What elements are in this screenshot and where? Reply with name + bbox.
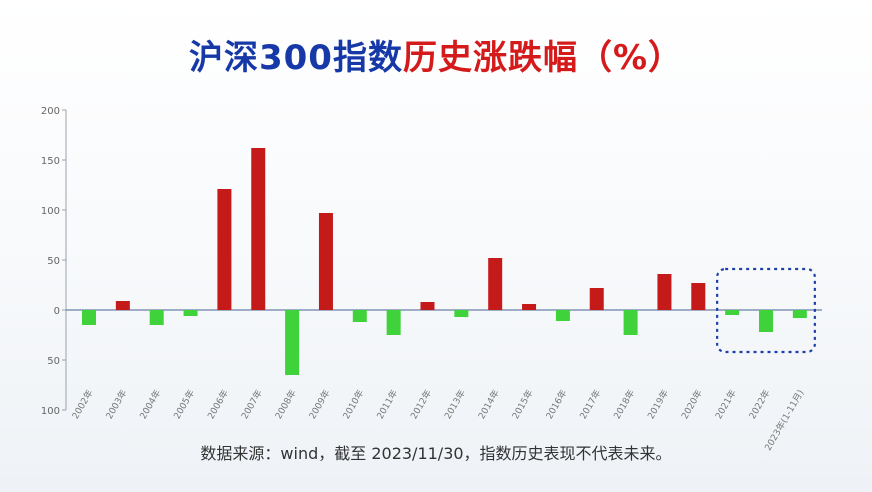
chart-title-red: 历史涨跌幅（%） [402,38,684,78]
x-tick-label: 2003年 [103,388,129,422]
x-tick-label: 2002年 [69,388,95,422]
x-tick-label: 2006年 [205,388,231,422]
x-tick-label: 2008年 [272,388,298,422]
x-tick-label: 2005年 [171,388,197,422]
source-footnote: 数据来源：wind，截至 2023/11/30，指数历史表现不代表未来。 [200,444,672,463]
bar [285,310,300,375]
x-tick-label: 2018年 [611,388,637,422]
bar [251,148,266,310]
bar [488,258,503,310]
bar [82,310,96,325]
x-tick-label: 2020年 [679,388,705,422]
bar [623,310,638,335]
x-tick-label: 2017年 [577,388,603,422]
y-tick-label: 100 [41,406,60,417]
x-tick-label: 2010年 [340,388,366,422]
y-tick-label: 100 [41,206,60,217]
bar [555,310,570,321]
x-tick-label: 2007年 [239,388,265,422]
highlight-group [716,267,816,354]
bar [759,310,773,332]
bar [318,213,333,310]
bar [691,283,706,310]
x-tick-label: 2015年 [509,388,535,422]
bar [386,310,401,335]
chart-bars [82,148,807,375]
highlight-box [716,267,816,354]
x-tick-label: 2012年 [408,388,434,422]
bar [657,274,672,310]
bar [522,304,537,310]
y-tick-label: 50 [47,256,60,267]
y-tick-label: 50 [47,356,60,367]
chart-title-blue: 沪深300指数 [188,38,403,78]
chart-axes: 200 150 100 50 0 50 100 [41,106,822,417]
x-tick-label: 2022年 [746,388,772,422]
x-tick-label: 2011年 [374,388,400,422]
x-tick-label: 2013年 [442,388,468,422]
bar [792,310,807,318]
bar [352,310,367,322]
bar [420,302,435,310]
y-tick-label: 200 [41,106,60,117]
bar [217,189,232,310]
x-tick-label: 2021年 [712,388,738,422]
y-tick-label: 150 [41,156,60,167]
y-tick-label: 0 [54,306,60,317]
x-tick-label: 2016年 [543,388,569,422]
x-tick-label: 2009年 [306,388,332,422]
bar [183,310,198,316]
bar [454,310,469,317]
chart-title: 沪深300指数历史涨跌幅（%） [0,30,872,79]
x-tick-label: 2004年 [137,388,163,422]
x-tick-label: 2014年 [475,388,501,422]
bar [589,288,604,310]
bar [115,301,130,310]
bar [149,310,164,325]
x-tick-label: 2019年 [645,388,671,422]
bar [725,310,740,315]
